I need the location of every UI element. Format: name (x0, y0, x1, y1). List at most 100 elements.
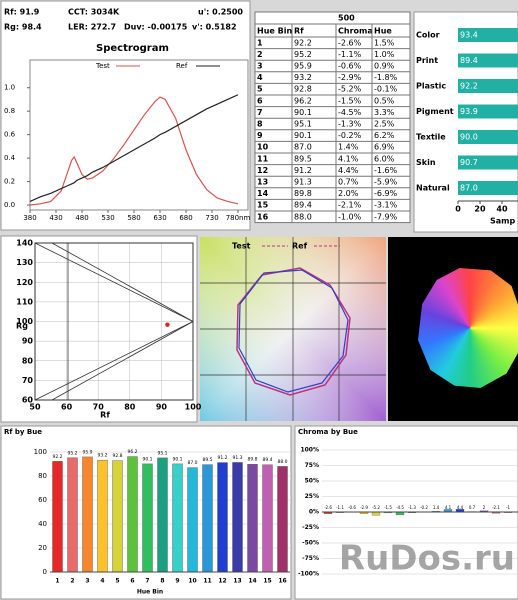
x-axis-title: Rf (100, 411, 110, 420)
table-cell: 13 (257, 178, 268, 187)
column-header: Hue (374, 27, 392, 36)
table-cell: 4.4% (338, 166, 359, 175)
legend-label: Test (95, 62, 110, 70)
table-cell: 95.9 (294, 62, 312, 71)
table-cell: 0.5% (374, 96, 395, 105)
table-cell: -2.1% (338, 201, 362, 210)
table-cell: -0.1% (374, 85, 398, 94)
y-tick-label: 140 (16, 239, 33, 248)
category-label: Skin (416, 158, 436, 167)
value-label: 95.1 (157, 450, 167, 456)
metric: Rg: 98.4 (4, 23, 42, 32)
y-tick-label: 0.0 (4, 201, 15, 209)
value-label: -2.1 (492, 505, 500, 510)
x-tick-label: 3 (85, 578, 89, 585)
table-cell: 0.9% (374, 62, 395, 71)
gamut-line (34, 242, 194, 322)
hue-wheel (418, 268, 518, 388)
x-tick-label: 20 (474, 205, 486, 214)
test-polygon (238, 269, 349, 393)
category-label: Color (416, 31, 440, 40)
bar (187, 467, 198, 573)
vector-grid (200, 237, 386, 421)
rg-panel (0, 235, 198, 423)
y-tick-label: 25% (305, 493, 319, 500)
bar (458, 130, 518, 144)
table-cell: 2.5% (374, 120, 395, 129)
y-tick-label: -25% (302, 524, 319, 531)
value-label: -1 (506, 505, 510, 510)
table-cell: 4 (257, 73, 263, 82)
value-label: -0.2 (420, 505, 428, 510)
y-tick-label: -100% (298, 571, 319, 578)
x-tick-label: 12 (218, 578, 226, 585)
value-label: 87.0 (460, 184, 478, 193)
table-cell: -1.5% (338, 96, 362, 105)
bar (247, 464, 258, 573)
value-label: 91.3 (232, 455, 242, 461)
table-cell: 12 (257, 166, 268, 175)
gamut-line (34, 321, 194, 401)
value-label: 90.0 (460, 133, 478, 142)
x-tick-label: 8 (160, 578, 164, 585)
table-cell: -1.8% (374, 73, 398, 82)
value-label: 93.2 (97, 453, 107, 459)
plot-frame (34, 242, 194, 401)
x-tick-label: 11 (203, 578, 211, 585)
spectrum-line (29, 94, 239, 203)
y-tick-label: 0.2 (4, 178, 15, 186)
x-tick-label: 90 (156, 403, 168, 412)
x-axis-title: Hue Bin (137, 589, 163, 596)
y-tick-label: 100% (300, 447, 319, 454)
bar (458, 104, 518, 119)
value-label: 95.9 (82, 449, 92, 455)
x-tick-label: 4 (100, 578, 104, 585)
y-axis-title: Rg (16, 322, 28, 331)
metric: v': 0.5182 (192, 23, 237, 32)
watermark: RuDos.ru (339, 539, 515, 579)
table-cell: -5.9% (374, 178, 398, 187)
x-tick-label: 530 (101, 214, 114, 222)
x-axis-title: Samp (490, 217, 515, 226)
category-label: Textile (416, 133, 446, 142)
table-cell: -3.1% (374, 201, 398, 210)
value-label: 96.2 (127, 449, 137, 455)
table-cell: -0.2% (338, 131, 362, 140)
table-cell: 91.2 (294, 166, 312, 175)
table-cell: 2 (257, 50, 263, 59)
value-label: 1.4 (433, 505, 440, 510)
table-cell: 11 (257, 154, 269, 163)
bar (142, 463, 153, 573)
metric: Duv: -0.00175 (124, 23, 188, 32)
table-cell: 3.3% (374, 108, 395, 117)
bar (458, 181, 518, 195)
x-tick-label: 6 (130, 578, 134, 585)
x-tick-label: 7 (145, 578, 149, 585)
y-tick-label: 0.8 (4, 107, 15, 115)
column-header: Chroma (338, 27, 373, 36)
table-cell: 92.8 (294, 85, 312, 94)
x-tick-label: 14 (248, 578, 256, 585)
column-header: Rf (294, 27, 304, 36)
y-tick-label: 0% (309, 509, 319, 516)
x-tick-label: 50 (29, 403, 41, 412)
y-tick-label: 50% (305, 478, 319, 485)
metric: CCT: 3034K (68, 8, 120, 17)
table-cell: 6.2% (374, 131, 395, 140)
value-label: 4.1 (445, 505, 452, 510)
table-cell: 89.5 (294, 154, 312, 163)
value-label: -1.1 (336, 505, 344, 510)
y-tick-label: 100 (34, 448, 47, 456)
table-cell: 96.2 (294, 96, 312, 105)
y-tick-label: 130 (16, 258, 33, 267)
x-tick-label: 16 (278, 578, 286, 585)
table-cell: 15 (257, 201, 269, 210)
value-label: 93.4 (460, 31, 478, 40)
bar (262, 464, 273, 573)
table-cell: -7.9% (374, 212, 398, 221)
x-tick-label: 780nm (226, 214, 251, 222)
table-cell: -2.9% (338, 73, 362, 82)
value-label: -5.2 (372, 505, 380, 510)
table-cell: 88.0 (294, 212, 312, 221)
bar (97, 459, 108, 573)
